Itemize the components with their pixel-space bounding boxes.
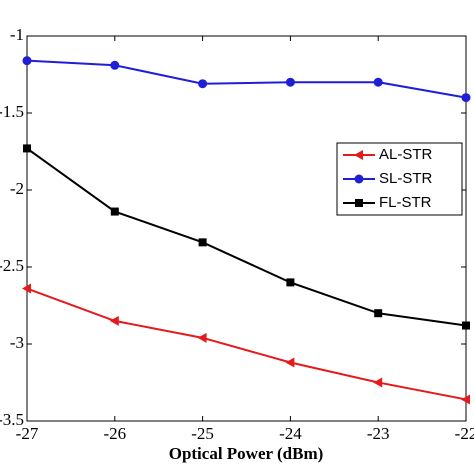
y-tick-label: -2 bbox=[10, 179, 24, 198]
legend-label: FL-STR bbox=[379, 194, 432, 211]
marker bbox=[198, 79, 208, 89]
marker bbox=[285, 77, 295, 87]
series-line bbox=[26, 287, 467, 401]
marker bbox=[197, 332, 207, 343]
x-tick-label: -26 bbox=[103, 424, 126, 443]
marker bbox=[109, 315, 119, 326]
series-line bbox=[26, 147, 467, 327]
legend-label: AL-STR bbox=[379, 146, 433, 163]
marker bbox=[462, 321, 470, 330]
marker bbox=[373, 377, 383, 388]
marker bbox=[354, 174, 364, 184]
y-tick-label: -3 bbox=[10, 333, 24, 352]
marker bbox=[354, 150, 363, 160]
marker bbox=[355, 199, 363, 207]
marker bbox=[22, 283, 31, 294]
x-tick-label: -25 bbox=[191, 424, 214, 443]
x-axis-label: Optical Power (dBm) bbox=[169, 444, 324, 463]
y-tick-label: -1.5 bbox=[0, 102, 24, 121]
marker bbox=[22, 56, 32, 66]
marker bbox=[461, 394, 470, 405]
marker bbox=[285, 357, 295, 368]
marker bbox=[373, 77, 383, 87]
x-tick-label: -27 bbox=[16, 424, 39, 443]
y-tick-label: -2.5 bbox=[0, 256, 24, 275]
marker bbox=[23, 144, 31, 153]
marker bbox=[110, 60, 120, 70]
marker bbox=[110, 207, 119, 216]
marker bbox=[374, 309, 383, 318]
x-tick-label: -22 bbox=[455, 424, 474, 443]
marker bbox=[198, 238, 207, 247]
plot-frame bbox=[26, 35, 467, 422]
marker bbox=[286, 278, 295, 287]
marker bbox=[461, 93, 471, 103]
legend-label: SL-STR bbox=[379, 170, 433, 187]
x-tick-label: -24 bbox=[279, 424, 302, 443]
x-tick-label: -23 bbox=[367, 424, 390, 443]
series-line bbox=[26, 59, 467, 99]
y-tick-label: -1 bbox=[10, 25, 24, 44]
y-tick-label: -3.5 bbox=[0, 410, 24, 429]
